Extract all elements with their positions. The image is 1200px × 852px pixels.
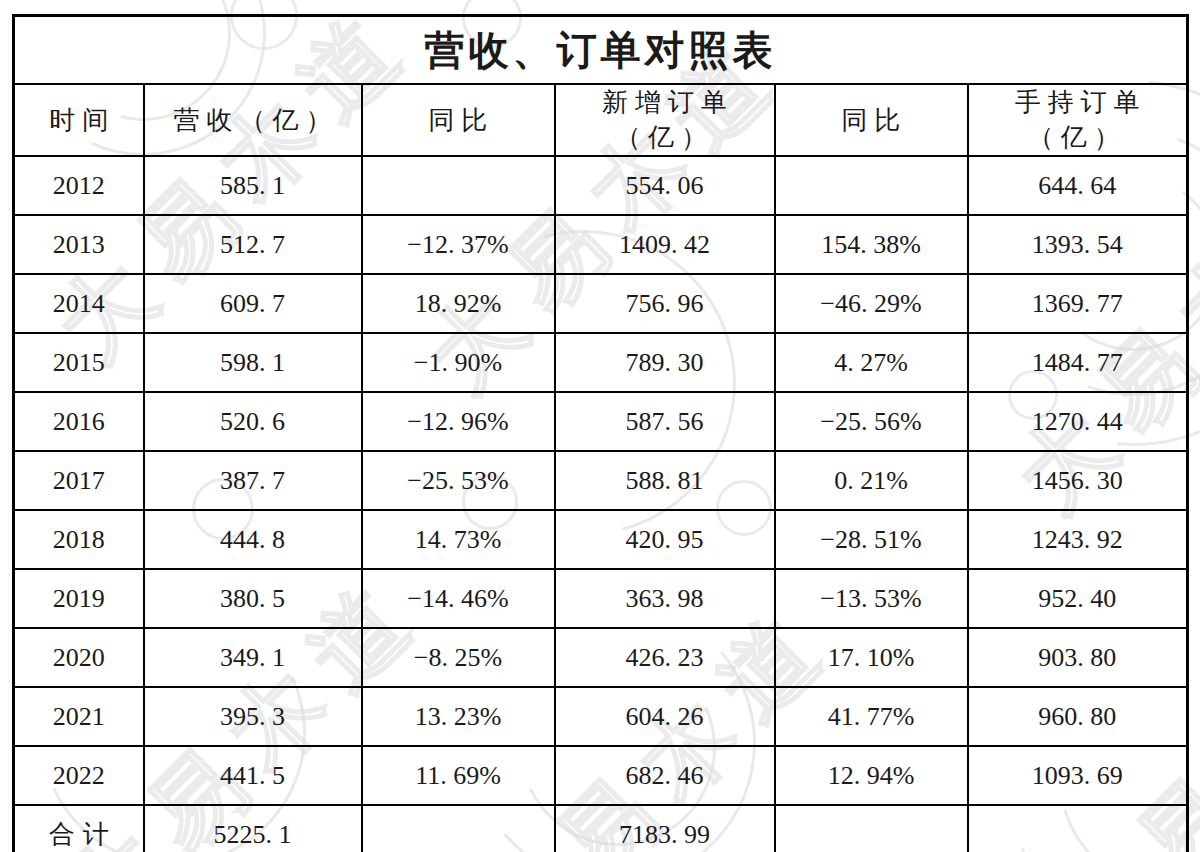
revenue-yoy-cell: 11. 69% bbox=[362, 746, 555, 805]
new-orders-cell: 1409. 42 bbox=[555, 215, 775, 274]
table-row-total: 合计 5225. 1 7183. 99 bbox=[14, 805, 1188, 852]
col-header-orders-yoy: 同比 bbox=[775, 84, 968, 156]
table-row-2014: 2014 609. 7 18. 92% 756. 96 −46. 29% 136… bbox=[14, 274, 1188, 333]
new-orders-cell: 587. 56 bbox=[555, 392, 775, 451]
backlog-cell: 644. 64 bbox=[968, 156, 1188, 215]
backlog-cell: 1456. 30 bbox=[968, 451, 1188, 510]
year-cell: 2021 bbox=[14, 687, 144, 746]
new-orders-cell: 756. 96 bbox=[555, 274, 775, 333]
revenue-cell: 444. 8 bbox=[144, 510, 362, 569]
revenue-cell: 512. 7 bbox=[144, 215, 362, 274]
backlog-cell: 1243. 92 bbox=[968, 510, 1188, 569]
table-row-2015: 2015 598. 1 −1. 90% 789. 30 4. 27% 1484.… bbox=[14, 333, 1188, 392]
col-header-time: 时间 bbox=[14, 84, 144, 156]
new-orders-total-cell: 7183. 99 bbox=[555, 805, 775, 852]
backlog-cell: 960. 80 bbox=[968, 687, 1188, 746]
revenue-yoy-cell: 13. 23% bbox=[362, 687, 555, 746]
year-cell: 2022 bbox=[14, 746, 144, 805]
orders-yoy-cell: 0. 21% bbox=[775, 451, 968, 510]
revenue-yoy-cell: −12. 37% bbox=[362, 215, 555, 274]
table-row-2018: 2018 444. 8 14. 73% 420. 95 −28. 51% 124… bbox=[14, 510, 1188, 569]
orders-yoy-cell: 154. 38% bbox=[775, 215, 968, 274]
table-row-2016: 2016 520. 6 −12. 96% 587. 56 −25. 56% 12… bbox=[14, 392, 1188, 451]
orders-yoy-cell: −46. 29% bbox=[775, 274, 968, 333]
new-orders-cell: 363. 98 bbox=[555, 569, 775, 628]
table-row-2020: 2020 349. 1 −8. 25% 426. 23 17. 10% 903.… bbox=[14, 628, 1188, 687]
revenue-cell: 520. 6 bbox=[144, 392, 362, 451]
orders-yoy-cell-highlighted: 12. 94% bbox=[775, 746, 968, 805]
new-orders-cell: 420. 95 bbox=[555, 510, 775, 569]
col-header-revenue: 营收（亿） bbox=[144, 84, 362, 156]
backlog-cell: 903. 80 bbox=[968, 628, 1188, 687]
year-cell: 2020 bbox=[14, 628, 144, 687]
revenue-total-cell: 5225. 1 bbox=[144, 805, 362, 852]
new-orders-cell: 588. 81 bbox=[555, 451, 775, 510]
table-row-2017: 2017 387. 7 −25. 53% 588. 81 0. 21% 1456… bbox=[14, 451, 1188, 510]
year-cell: 2017 bbox=[14, 451, 144, 510]
backlog-cell: 1093. 69 bbox=[968, 746, 1188, 805]
backlog-cell: 952. 40 bbox=[968, 569, 1188, 628]
col-header-revenue-yoy: 同比 bbox=[362, 84, 555, 156]
revenue-cell: 609. 7 bbox=[144, 274, 362, 333]
orders-yoy-cell: −25. 56% bbox=[775, 392, 968, 451]
year-cell: 2012 bbox=[14, 156, 144, 215]
total-label-cell: 合计 bbox=[14, 805, 144, 852]
table-row-2022: 2022 441. 5 11. 69% 682. 46 12. 94% 1093… bbox=[14, 746, 1188, 805]
revenue-cell: 349. 1 bbox=[144, 628, 362, 687]
year-cell: 2016 bbox=[14, 392, 144, 451]
comparison-table-wrapper: 营收、订单对照表 时间 营收（亿） 同比 新增订单（亿） 同比 手持订单（亿） … bbox=[12, 14, 1189, 852]
revenue-orders-comparison-table: 营收、订单对照表 时间 营收（亿） 同比 新增订单（亿） 同比 手持订单（亿） … bbox=[12, 14, 1189, 852]
revenue-yoy-cell: −8. 25% bbox=[362, 628, 555, 687]
orders-yoy-cell: −28. 51% bbox=[775, 510, 968, 569]
revenue-yoy-cell: −12. 96% bbox=[362, 392, 555, 451]
backlog-cell bbox=[968, 805, 1188, 852]
backlog-cell: 1393. 54 bbox=[968, 215, 1188, 274]
new-orders-cell: 604. 26 bbox=[555, 687, 775, 746]
revenue-yoy-cell bbox=[362, 156, 555, 215]
revenue-cell: 387. 7 bbox=[144, 451, 362, 510]
year-cell: 2018 bbox=[14, 510, 144, 569]
header-row: 时间 营收（亿） 同比 新增订单（亿） 同比 手持订单（亿） bbox=[14, 84, 1188, 156]
revenue-yoy-cell: −14. 46% bbox=[362, 569, 555, 628]
year-cell: 2019 bbox=[14, 569, 144, 628]
backlog-cell: 1484. 77 bbox=[968, 333, 1188, 392]
page-title: 营收、订单对照表 bbox=[14, 16, 1188, 85]
orders-yoy-cell: −13. 53% bbox=[775, 569, 968, 628]
col-header-new-orders: 新增订单（亿） bbox=[555, 84, 775, 156]
year-cell: 2015 bbox=[14, 333, 144, 392]
revenue-yoy-cell: −1. 90% bbox=[362, 333, 555, 392]
revenue-yoy-cell: 18. 92% bbox=[362, 274, 555, 333]
new-orders-cell: 682. 46 bbox=[555, 746, 775, 805]
table-row-2012: 2012 585. 1 554. 06 644. 64 bbox=[14, 156, 1188, 215]
orders-yoy-cell: 4. 27% bbox=[775, 333, 968, 392]
new-orders-cell: 554. 06 bbox=[555, 156, 775, 215]
new-orders-cell: 789. 30 bbox=[555, 333, 775, 392]
revenue-yoy-cell: −25. 53% bbox=[362, 451, 555, 510]
revenue-cell: 441. 5 bbox=[144, 746, 362, 805]
year-cell: 2014 bbox=[14, 274, 144, 333]
revenue-cell: 380. 5 bbox=[144, 569, 362, 628]
orders-yoy-cell-highlighted: 17. 10% bbox=[775, 628, 968, 687]
orders-yoy-cell-highlighted: 41. 77% bbox=[775, 687, 968, 746]
page: 大易木道 大易木道 大易木道 大易木道 大易木道 大易木道 营收、订单对照表 时… bbox=[0, 0, 1200, 852]
orders-yoy-cell bbox=[775, 156, 968, 215]
table-row-2013: 2013 512. 7 −12. 37% 1409. 42 154. 38% 1… bbox=[14, 215, 1188, 274]
orders-yoy-cell bbox=[775, 805, 968, 852]
backlog-cell: 1270. 44 bbox=[968, 392, 1188, 451]
table-row-2019: 2019 380. 5 −14. 46% 363. 98 −13. 53% 95… bbox=[14, 569, 1188, 628]
revenue-yoy-cell: 14. 73% bbox=[362, 510, 555, 569]
backlog-cell: 1369. 77 bbox=[968, 274, 1188, 333]
revenue-cell: 598. 1 bbox=[144, 333, 362, 392]
new-orders-cell: 426. 23 bbox=[555, 628, 775, 687]
revenue-yoy-cell bbox=[362, 805, 555, 852]
table-row-2021: 2021 395. 3 13. 23% 604. 26 41. 77% 960.… bbox=[14, 687, 1188, 746]
revenue-cell: 395. 3 bbox=[144, 687, 362, 746]
title-row: 营收、订单对照表 bbox=[14, 16, 1188, 85]
revenue-cell: 585. 1 bbox=[144, 156, 362, 215]
col-header-backlog: 手持订单（亿） bbox=[968, 84, 1188, 156]
year-cell: 2013 bbox=[14, 215, 144, 274]
